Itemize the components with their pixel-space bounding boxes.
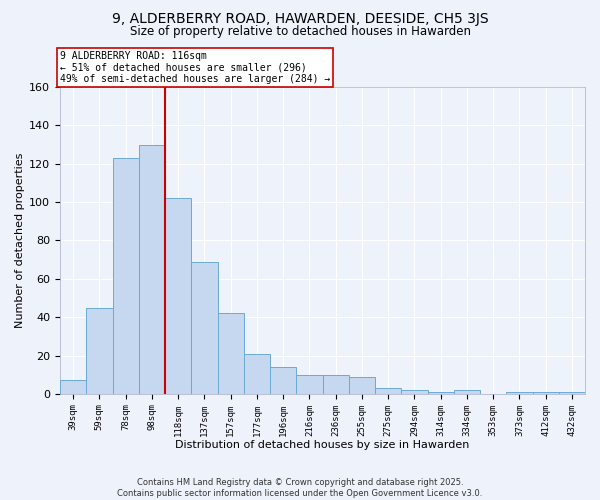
Text: Size of property relative to detached houses in Hawarden: Size of property relative to detached ho…: [130, 25, 470, 38]
Bar: [506, 392, 533, 394]
Bar: [270, 367, 296, 394]
Text: 9 ALDERBERRY ROAD: 116sqm
← 51% of detached houses are smaller (296)
49% of semi: 9 ALDERBERRY ROAD: 116sqm ← 51% of detac…: [60, 51, 330, 84]
Bar: [559, 392, 585, 394]
Text: Contains HM Land Registry data © Crown copyright and database right 2025.
Contai: Contains HM Land Registry data © Crown c…: [118, 478, 482, 498]
Bar: [349, 376, 375, 394]
Bar: [375, 388, 401, 394]
Bar: [428, 392, 454, 394]
Bar: [191, 262, 218, 394]
Bar: [296, 374, 323, 394]
Bar: [113, 158, 139, 394]
Bar: [86, 308, 113, 394]
Bar: [401, 390, 428, 394]
Bar: [533, 392, 559, 394]
Bar: [323, 374, 349, 394]
Bar: [454, 390, 480, 394]
Bar: [244, 354, 270, 394]
Bar: [139, 144, 165, 394]
Bar: [218, 314, 244, 394]
Bar: [165, 198, 191, 394]
Bar: [60, 380, 86, 394]
Y-axis label: Number of detached properties: Number of detached properties: [15, 153, 25, 328]
X-axis label: Distribution of detached houses by size in Hawarden: Distribution of detached houses by size …: [175, 440, 470, 450]
Text: 9, ALDERBERRY ROAD, HAWARDEN, DEESIDE, CH5 3JS: 9, ALDERBERRY ROAD, HAWARDEN, DEESIDE, C…: [112, 12, 488, 26]
